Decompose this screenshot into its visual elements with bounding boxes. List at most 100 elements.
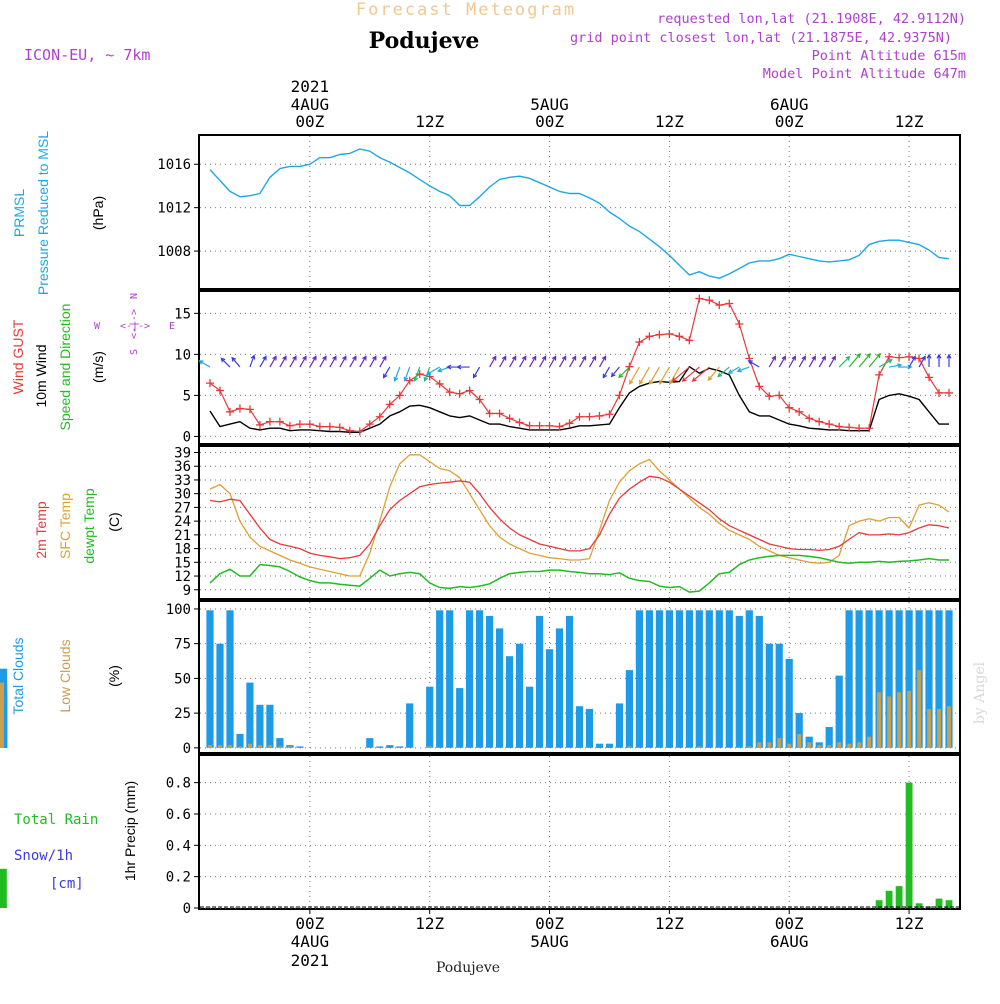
total-cloud-bar: [376, 746, 384, 748]
y-tick-label: 21: [174, 528, 191, 544]
x-tick-label-top: 12Z: [415, 112, 444, 131]
total-cloud-bar: [426, 686, 434, 748]
low-cloud-bar: [827, 745, 832, 748]
gust-marker: [725, 299, 734, 308]
pressure-labels: PRMSL Pressure Reduced to MSL (hPa): [11, 131, 106, 295]
x-tick-label-bottom: 12Z: [895, 914, 924, 933]
y-tick-label: 50: [174, 671, 191, 687]
wind-direction-arrow: [588, 355, 597, 368]
low-cloud-bar: [257, 745, 262, 748]
total-cloud-bar: [506, 656, 514, 748]
low-cloud-bar: [0, 685, 4, 748]
gust-marker: [705, 296, 714, 305]
low-cloud-bar: [757, 742, 762, 748]
gust-marker: [775, 391, 784, 400]
total-cloud-bar: [545, 649, 554, 748]
pressure-line: [209, 148, 950, 279]
low-cloud-bar: [238, 746, 242, 748]
total-cloud-bar: [895, 610, 903, 748]
gust-marker: [625, 362, 634, 371]
wind-direction-arrow: [549, 355, 557, 368]
low-cloud-bar: [837, 742, 842, 748]
wind-direction-arrow: [456, 364, 470, 370]
total-cloud-bar: [875, 610, 883, 748]
gust-marker: [675, 332, 684, 341]
y-tick-label: 24: [174, 514, 191, 530]
y-tick-label: 100: [166, 602, 191, 618]
wind-direction-arrow: [610, 366, 620, 378]
low-cloud-bar: [627, 746, 632, 748]
total-cloud-bar: [236, 733, 244, 748]
gust-marker: [925, 373, 934, 382]
gust-marker: [295, 420, 304, 429]
total-cloud-bar: [685, 610, 693, 748]
gust-marker: [545, 421, 554, 430]
rain-bar: [0, 904, 7, 908]
total-cloud-bar: [805, 736, 813, 748]
y-tick-label: 25: [174, 706, 191, 722]
low-cloud-bar: [248, 743, 252, 748]
wind-direction-arrow: [559, 355, 567, 368]
wind-direction-arrow: [918, 355, 926, 368]
wind-direction-arrow: [926, 353, 932, 368]
gust-marker: [665, 329, 674, 338]
gust-marker: [595, 411, 604, 420]
wind-direction-arrow: [359, 355, 367, 368]
wind-direction-arrow: [768, 355, 776, 368]
y-tick-label: 15: [174, 555, 191, 571]
y-tick-label: 0.4: [166, 838, 191, 854]
gust-marker: [495, 409, 504, 418]
low-cloud-bar: [277, 746, 282, 748]
temperature-labels: 2m Temp SFC Temp dewpt Temp (C): [33, 488, 122, 563]
wind-direction-arrow: [618, 366, 630, 379]
wind-direction-arrow: [489, 355, 497, 368]
wind-direction-arrow: [671, 366, 690, 382]
total-cloud-bar: [695, 610, 703, 748]
x-tick-label-top: 00Z: [295, 112, 324, 131]
temp-sfc-label: SFC Temp: [57, 493, 73, 559]
wind-direction-arrow: [649, 366, 660, 385]
gust-marker: [815, 417, 824, 426]
total-cloud-bar: [256, 704, 264, 748]
gust-marker: [205, 379, 214, 388]
gust-marker: [555, 422, 564, 431]
compass-west: W: [94, 321, 101, 332]
gust-marker: [335, 423, 344, 432]
temp-dew-label: dewpt Temp: [81, 488, 97, 563]
total-cloud-bar: [725, 610, 733, 748]
wind-gust-label: Wind GUST: [10, 319, 26, 394]
low-cloud-bar: [897, 692, 902, 748]
y-tick-label: 0: [183, 429, 191, 445]
wind-direction-arrow: [818, 355, 826, 368]
y-tick-label: 30: [174, 487, 191, 503]
wind-dir-label: Speed and Direction: [57, 304, 73, 431]
gust-marker: [525, 421, 534, 430]
y-tick-label: 5: [183, 388, 191, 404]
wind-direction-arrow: [383, 366, 391, 379]
x-tick-label-top: 00Z: [775, 112, 804, 131]
wind-direction-arrow: [848, 353, 861, 368]
gust-marker: [535, 421, 544, 430]
wind-direction-arrow: [425, 366, 440, 375]
rain-bar: [945, 900, 953, 908]
gust-marker: [515, 418, 524, 427]
low-cloud-bar: [0, 720, 4, 748]
rain-bar: [905, 782, 913, 908]
compass-south: S: [129, 349, 140, 355]
total-cloud-bar: [935, 610, 943, 748]
wind-direction-arrow: [691, 366, 710, 382]
model-label: ICON-EU, ~ 7km: [24, 46, 150, 64]
low-cloud-bar: [287, 746, 292, 748]
rain-bar: [935, 898, 943, 908]
wind-direction-arrow: [747, 360, 760, 368]
gust-marker: [305, 420, 314, 429]
low-cloud-bar: [907, 690, 912, 748]
y-tick-label: 15: [174, 306, 191, 322]
wind-direction-arrow: [858, 353, 871, 368]
low-cloud-bar: [847, 743, 852, 748]
total-cloud-bar: [845, 610, 853, 748]
wind-direction-arrow: [629, 366, 640, 385]
precip-labels: Total Rain Snow/1h [cm] 1hr Precip (mm): [14, 781, 138, 892]
gust-marker: [475, 395, 484, 404]
date-label-bottom: 6AUG: [770, 932, 809, 951]
